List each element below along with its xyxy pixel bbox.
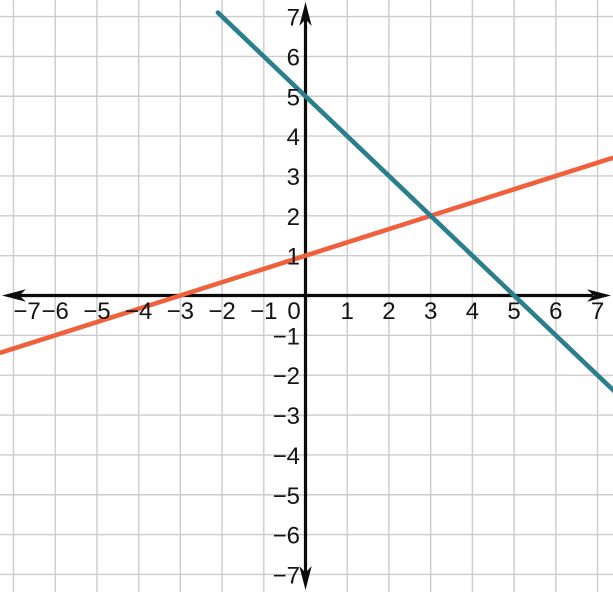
y-tick-label: −3	[273, 403, 300, 430]
x-axis-arrow-right	[587, 289, 611, 302]
x-tick-label: 4	[466, 298, 479, 325]
x-tick-label: 3	[424, 298, 437, 325]
x-tick-label: −2	[208, 298, 235, 325]
y-tick-label: −1	[273, 323, 300, 350]
origin-label: 0	[287, 298, 300, 325]
x-tick-label: 6	[549, 298, 562, 325]
y-tick-label: 3	[287, 164, 300, 191]
teal-line	[215, 10, 613, 394]
y-axis-arrow-bottom	[299, 566, 312, 590]
x-tick-label: −5	[83, 298, 110, 325]
y-axis-arrow-top	[299, 2, 312, 26]
y-tick-label: 6	[287, 44, 300, 71]
y-tick-label: −2	[273, 363, 300, 390]
x-tick-label: −1	[250, 298, 277, 325]
x-tick-label: 7	[591, 298, 604, 325]
x-tick-label: −6	[41, 298, 68, 325]
y-tick-label: 2	[287, 204, 300, 231]
x-tick-label: −4	[125, 298, 152, 325]
orange-line	[0, 155, 613, 355]
y-tick-label: 4	[287, 124, 300, 151]
x-tick-label: 1	[341, 298, 354, 325]
x-tick-label: −3	[167, 298, 194, 325]
y-tick-label: 7	[287, 5, 300, 32]
y-tick-label: 1	[287, 244, 300, 271]
x-tick-label: −7	[13, 298, 40, 325]
x-axis-arrow-left	[2, 289, 26, 302]
y-tick-label: −6	[273, 523, 300, 550]
x-tick-label: 5	[507, 298, 520, 325]
y-tick-label: −4	[273, 443, 300, 470]
y-tick-label: 5	[287, 84, 300, 111]
y-tick-label: −5	[273, 483, 300, 510]
x-tick-label: 2	[382, 298, 395, 325]
y-tick-label: −7	[273, 562, 300, 589]
